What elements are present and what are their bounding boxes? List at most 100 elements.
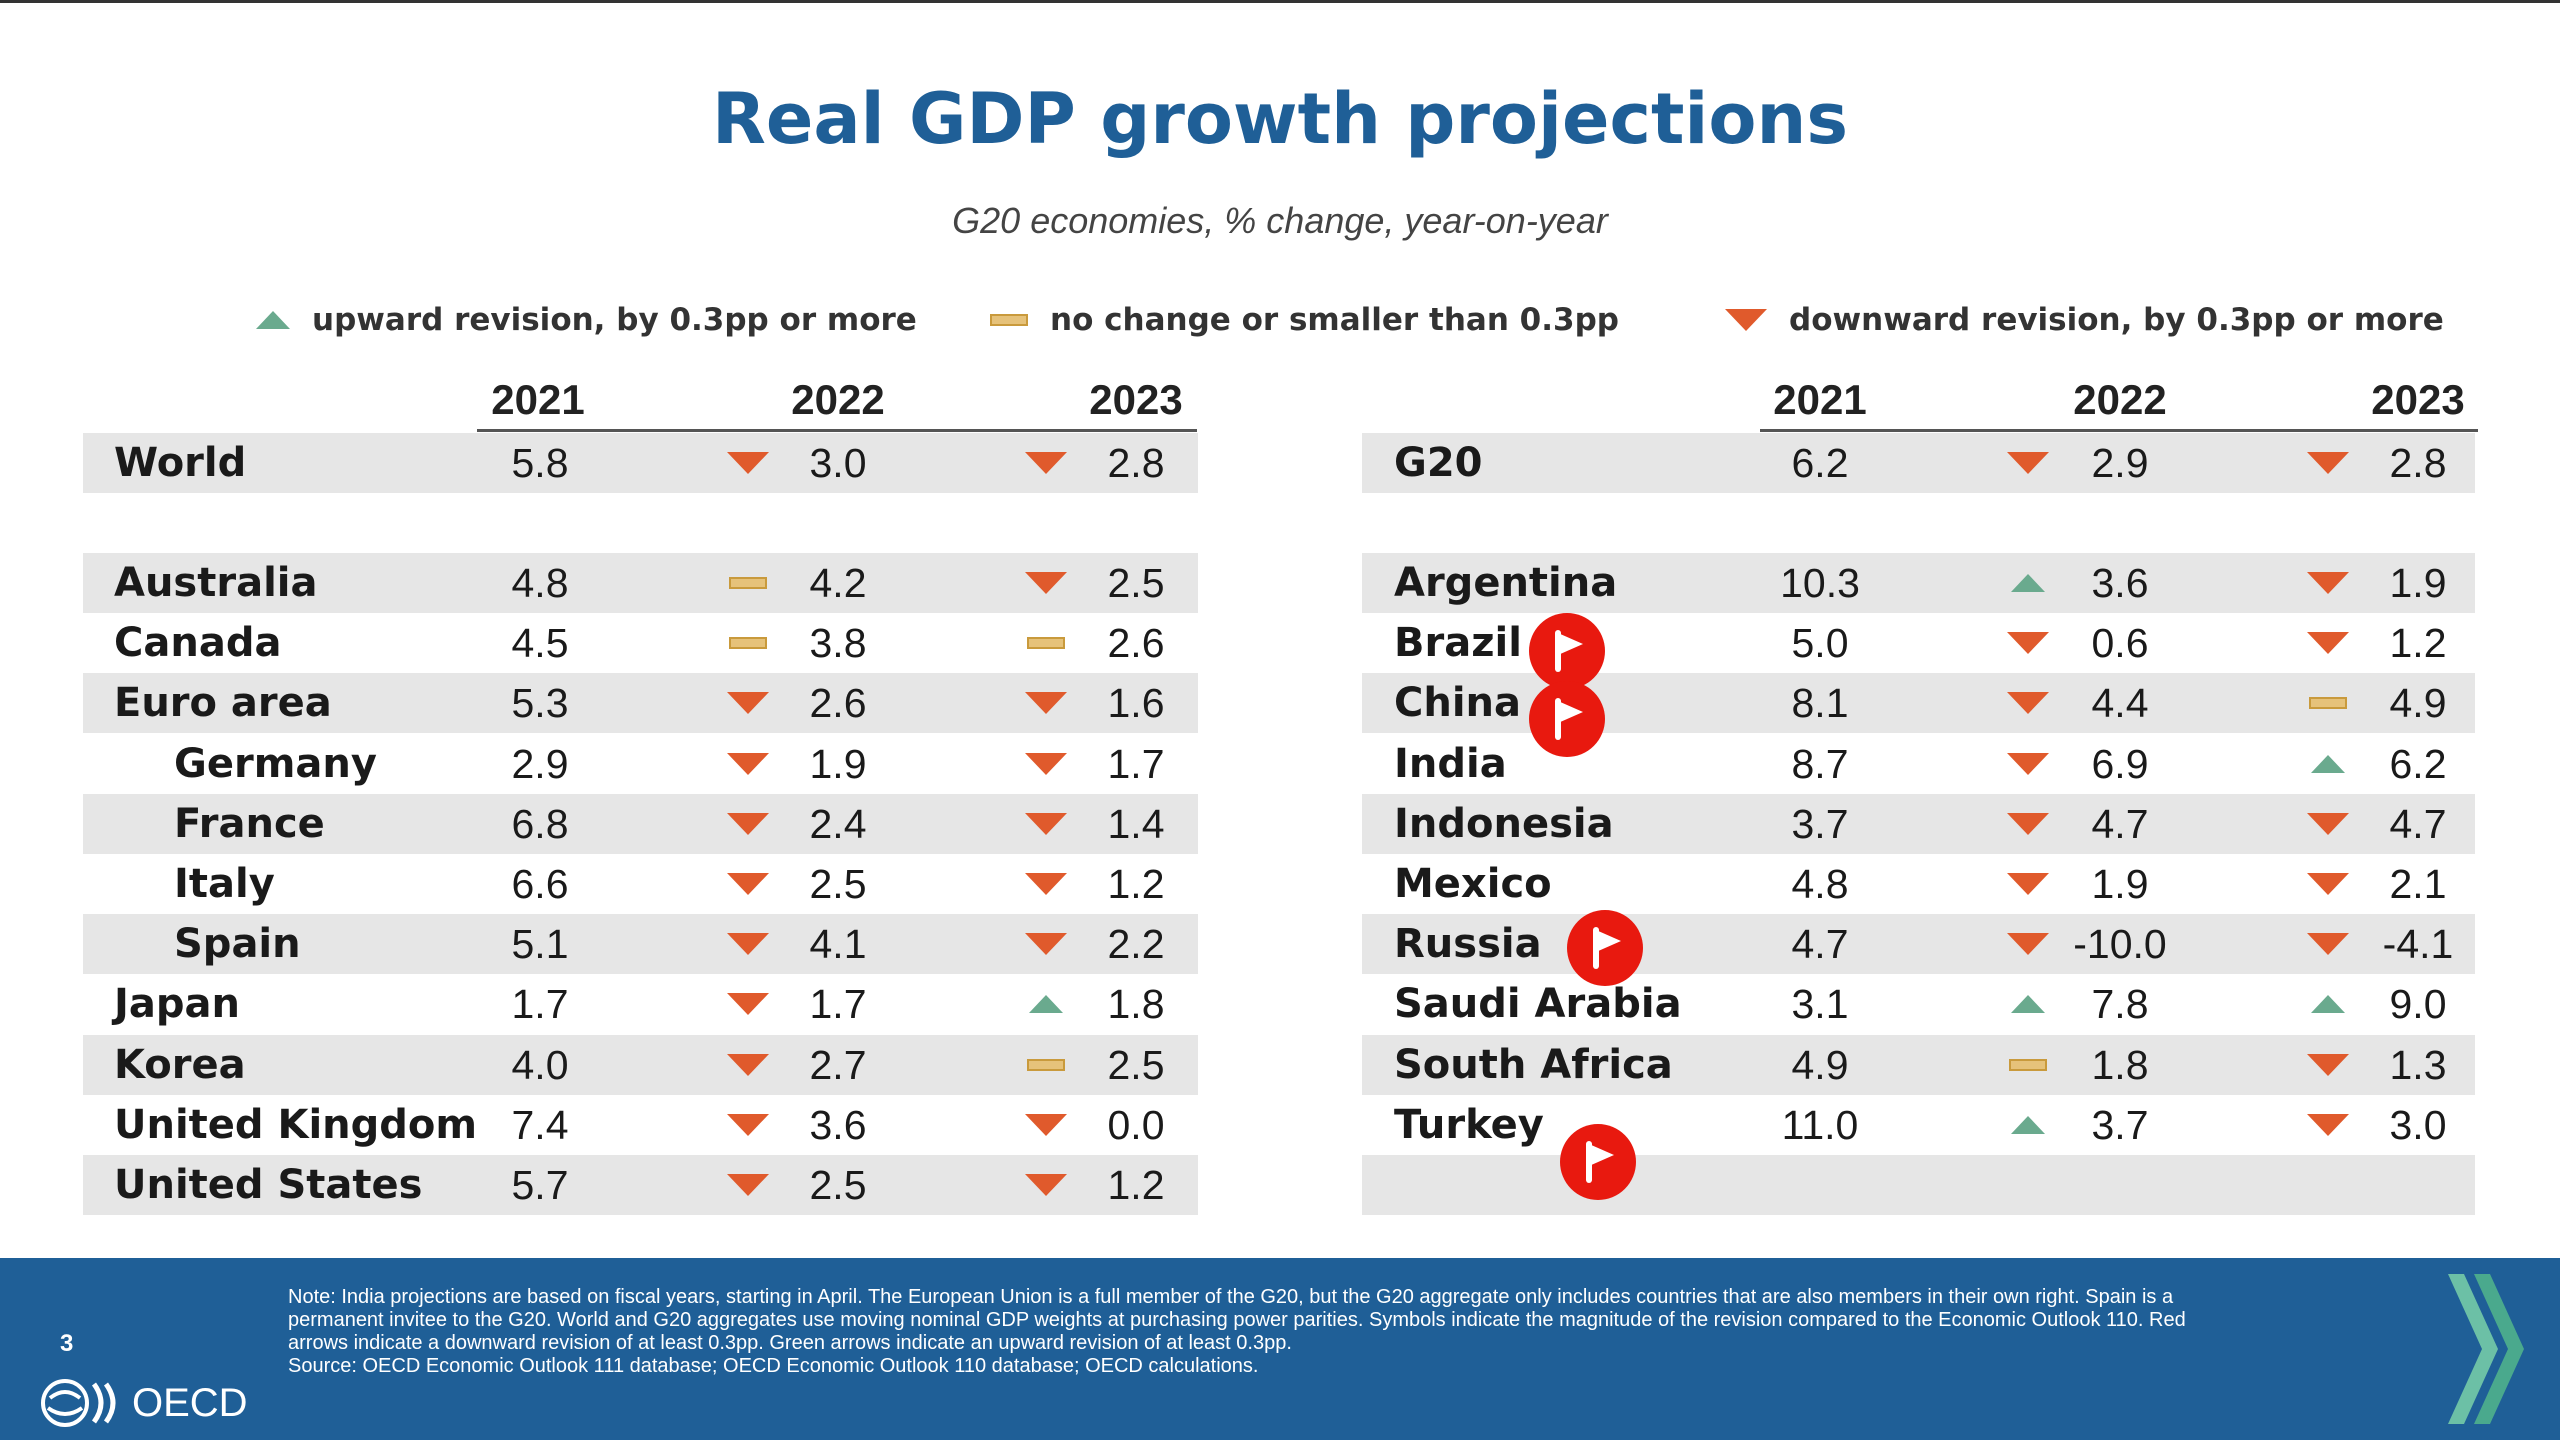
value-2021 [1750, 1155, 1890, 1215]
value-2023: 6.2 [2389, 741, 2447, 787]
triangle-down-icon [727, 1114, 769, 1136]
country-name: Euro area [114, 680, 332, 726]
aggregate-row [1362, 433, 2475, 493]
triangle-down-icon [2007, 813, 2049, 835]
note-line: arrows indicate a downward revision of a… [288, 1332, 1292, 1354]
flag-icon[interactable] [1529, 613, 1605, 689]
triangle-up-icon [256, 311, 290, 329]
triangle-up-icon [2011, 1116, 2045, 1134]
triangle-down-icon [1025, 452, 1067, 474]
revision-symbol [2305, 734, 2351, 794]
legend-upward-label: upward revision, by 0.3pp or more [312, 302, 917, 338]
revision-symbol [2005, 433, 2051, 493]
revision-symbol [1023, 1035, 1069, 1095]
revision-symbol [1023, 854, 1069, 914]
revision-symbol [1023, 673, 1069, 733]
triangle-down-icon [1025, 1174, 1067, 1196]
value-2023: 2.5 [1107, 1042, 1165, 1088]
triangle-down-icon [1025, 572, 1067, 594]
triangle-down-icon [1025, 1114, 1067, 1136]
value-2021: 7.4 [511, 1102, 569, 1148]
year-header: 2023 [2371, 376, 2465, 423]
country-name: Saudi Arabia [1394, 981, 1682, 1027]
value-2022: 3.7 [2091, 1102, 2149, 1148]
revision-symbol [2005, 974, 2051, 1034]
value-2022: 4.4 [2091, 680, 2149, 726]
aggregate-row [83, 433, 1198, 493]
year-header: 2023 [1089, 376, 1183, 423]
value-2021: 1.7 [511, 981, 569, 1027]
triangle-down-icon [727, 753, 769, 775]
triangle-down-icon [2007, 753, 2049, 775]
triangle-down-icon [1025, 753, 1067, 775]
country-name: France [174, 801, 325, 847]
note-line: Source: OECD Economic Outlook 111 databa… [288, 1355, 1259, 1377]
triangle-down-icon [727, 813, 769, 835]
dash-icon [990, 314, 1028, 326]
value-2023: 1.9 [2389, 560, 2447, 606]
country-name: Mexico [1394, 861, 1552, 907]
value-2023: 1.2 [1107, 1162, 1165, 1208]
value-2021: 5.0 [1791, 620, 1849, 666]
legend-no-change-label: no change or smaller than 0.3pp [1050, 302, 1619, 338]
value-2022: 2.9 [2091, 440, 2149, 486]
year-header: 2021 [1773, 376, 1867, 423]
triangle-up-icon [2311, 995, 2345, 1013]
flag-icon[interactable] [1560, 1124, 1636, 1200]
revision-symbol [2305, 433, 2351, 493]
value-2023: 1.8 [1107, 981, 1165, 1027]
revision-symbol [2005, 613, 2051, 673]
flag-icon[interactable] [1567, 910, 1643, 986]
revision-symbol [1023, 974, 1069, 1034]
value-2022: 4.2 [809, 560, 867, 606]
country-name: World [114, 440, 247, 486]
revision-symbol [725, 854, 771, 914]
revision-symbol [725, 433, 771, 493]
legend-downward-label: downward revision, by 0.3pp or more [1789, 302, 2444, 338]
table-row [1362, 1035, 2475, 1095]
value-2021: 4.0 [511, 1042, 569, 1088]
value-2022: 2.6 [809, 680, 867, 726]
value-2022: 3.8 [809, 620, 867, 666]
value-2023: 1.4 [1107, 801, 1165, 847]
triangle-up-icon [2311, 755, 2345, 773]
revision-symbol [1023, 794, 1069, 854]
oecd-globe-icon [41, 1379, 116, 1427]
country-name: Canada [114, 620, 282, 666]
revision-symbol [725, 794, 771, 854]
value-2021: 6.2 [1791, 440, 1849, 486]
country-name: United States [114, 1162, 423, 1208]
dash-icon [729, 577, 767, 589]
value-2023: 2.8 [2389, 440, 2447, 486]
revision-symbol [2005, 673, 2051, 733]
value-2023: 2.2 [1107, 921, 1165, 967]
value-2021: 3.7 [1791, 801, 1849, 847]
revision-symbol [2005, 1095, 2051, 1155]
value-2021: 8.7 [1791, 741, 1849, 787]
value-2023: 4.9 [2389, 680, 2447, 726]
triangle-down-icon [1725, 309, 1767, 331]
triangle-down-icon [1025, 933, 1067, 955]
revision-symbol [1023, 1155, 1069, 1215]
flag-icon[interactable] [1529, 681, 1605, 757]
value-2023: 0.0 [1107, 1102, 1165, 1148]
triangle-down-icon [2307, 632, 2349, 654]
year-header: 2022 [791, 376, 885, 423]
triangle-down-icon [727, 993, 769, 1015]
value-2023: 1.6 [1107, 680, 1165, 726]
revision-symbol [1023, 914, 1069, 974]
value-2022: 3.6 [809, 1102, 867, 1148]
triangle-down-icon [727, 1054, 769, 1076]
country-name: Argentina [1394, 560, 1618, 606]
revision-symbol [1023, 553, 1069, 613]
country-name: Korea [114, 1042, 246, 1088]
value-2022: 2.4 [809, 801, 867, 847]
value-2021: 5.3 [511, 680, 569, 726]
value-2021: 6.6 [511, 861, 569, 907]
revision-symbol [725, 734, 771, 794]
revision-symbol [2305, 794, 2351, 854]
header-rule [1760, 429, 2478, 432]
value-2023: 4.7 [2389, 801, 2447, 847]
value-2023: 9.0 [2389, 981, 2447, 1027]
value-2023: 2.6 [1107, 620, 1165, 666]
